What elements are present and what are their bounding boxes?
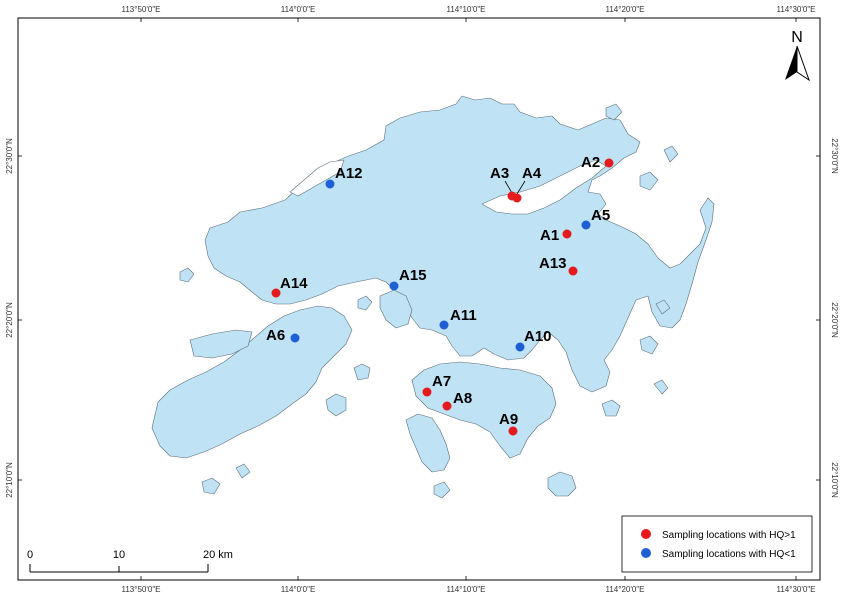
site-marker-a8[interactable] <box>442 401 452 411</box>
north-arrow-icon <box>785 46 797 80</box>
site-marker-a12[interactable] <box>325 179 335 189</box>
lat-label: 22°20'0"N <box>830 302 839 338</box>
lon-label: 114°30'0"E <box>776 585 815 594</box>
islet-soko <box>201 477 221 495</box>
site-label-a15: A15 <box>399 267 427 284</box>
islet-ninepin <box>653 379 669 395</box>
lon-label: 113°50'0"E <box>121 5 160 14</box>
landmass-lamma <box>405 413 451 473</box>
lon-label: 114°20'0"E <box>605 5 644 14</box>
legend-box <box>621 515 813 573</box>
lat-labels-right: 22°30'0"N 22°20'0"N 22°10'0"N <box>830 138 839 498</box>
site-marker-a7[interactable] <box>422 387 432 397</box>
lat-label: 22°10'0"N <box>830 462 839 498</box>
scale-bar: 0 10 20 km <box>27 549 233 573</box>
land-layer <box>151 95 715 499</box>
islet-po-toi <box>547 471 577 497</box>
lon-labels-bottom: 113°50'0"E 114°0'0"E 114°10'0"E 114°20'0… <box>121 585 815 594</box>
north-arrow-label: N <box>791 29 803 46</box>
tolo-harbour <box>481 159 607 215</box>
islet-south-lamma <box>433 481 451 499</box>
islet-lung-kwu <box>179 267 195 283</box>
site-label-a1: A1 <box>540 227 559 244</box>
lat-label: 22°20'0"N <box>5 302 14 338</box>
site-marker-a13[interactable] <box>568 266 578 276</box>
site-marker-a5[interactable] <box>581 220 591 230</box>
islet-cheung-chau <box>325 393 347 417</box>
site-marker-a6[interactable] <box>290 333 300 343</box>
label-leader-lines <box>504 180 526 195</box>
site-marker-a15[interactable] <box>389 281 399 291</box>
site-label-a2: A2 <box>581 154 600 171</box>
site-label-a14: A14 <box>280 275 308 292</box>
site-marker-a4[interactable] <box>512 193 522 203</box>
scale-label: 10 <box>113 549 125 561</box>
lat-label: 22°30'0"N <box>830 138 839 174</box>
islet-east-1 <box>655 299 671 315</box>
north-arrow: N <box>785 29 810 82</box>
islet-southwest <box>235 463 251 479</box>
site-label-a12: A12 <box>335 165 363 182</box>
islet-port-shelter <box>663 145 679 163</box>
legend: Sampling locations with HQ>1 Sampling lo… <box>621 515 813 573</box>
site-label-a13: A13 <box>539 255 567 272</box>
lat-ticks <box>18 155 820 481</box>
north-arrow-icon <box>796 45 810 82</box>
landmass-hk-island <box>411 361 557 459</box>
site-label-a7: A7 <box>432 373 451 390</box>
site-label-a6: A6 <box>266 327 285 344</box>
lon-ticks <box>140 18 797 580</box>
lon-label: 114°20'0"E <box>605 585 644 594</box>
site-label-a11: A11 <box>450 307 477 324</box>
site-marker-a14[interactable] <box>271 288 281 298</box>
legend-swatch-hq-low <box>641 548 651 558</box>
site-label-a3: A3 <box>490 165 509 182</box>
site-label-a9: A9 <box>499 411 518 428</box>
landmass-northwest-shore <box>289 159 345 197</box>
legend-item-label: Sampling locations with HQ<1 <box>662 549 796 560</box>
lat-labels-left: 22°30'0"N 22°20'0"N 22°10'0"N <box>5 138 14 498</box>
islet-ma-wan <box>357 295 373 311</box>
islet-tap-mun <box>639 171 659 191</box>
site-marker-a1[interactable] <box>562 229 572 239</box>
site-marker-a2[interactable] <box>604 158 614 168</box>
lon-label: 114°0'0"E <box>281 585 316 594</box>
scale-label: 0 <box>27 549 33 561</box>
lon-label: 113°50'0"E <box>121 585 160 594</box>
lat-label: 22°10'0"N <box>5 462 14 498</box>
site-label-a4: A4 <box>522 165 542 182</box>
site-marker-a11[interactable] <box>439 320 449 330</box>
lon-label: 114°0'0"E <box>281 5 316 14</box>
islet-peng-chau <box>353 363 371 381</box>
lon-label: 114°10'0"E <box>446 5 485 14</box>
site-marker-a10[interactable] <box>515 342 525 352</box>
islet-tung-lung <box>601 399 621 417</box>
landmass-lantau <box>151 305 353 459</box>
lon-label: 114°30'0"E <box>776 5 815 14</box>
lon-labels-top: 113°50'0"E 114°0'0"E 114°10'0"E 114°20'0… <box>121 5 815 14</box>
legend-swatch-hq-high <box>641 529 651 539</box>
islet-crooked <box>605 103 623 121</box>
landmass-tsing-yi <box>379 289 413 329</box>
legend-item-label: Sampling locations with HQ>1 <box>662 530 796 541</box>
site-label-a8: A8 <box>453 390 472 407</box>
site-marker-a9[interactable] <box>508 426 518 436</box>
site-label-a5: A5 <box>591 207 610 224</box>
lat-label: 22°30'0"N <box>5 138 14 174</box>
landmass-airport <box>189 329 253 359</box>
islet-sai-kung-east <box>639 335 659 355</box>
scale-label: 20 km <box>203 549 233 561</box>
lon-label: 114°10'0"E <box>446 585 485 594</box>
site-label-a10: A10 <box>524 328 552 345</box>
